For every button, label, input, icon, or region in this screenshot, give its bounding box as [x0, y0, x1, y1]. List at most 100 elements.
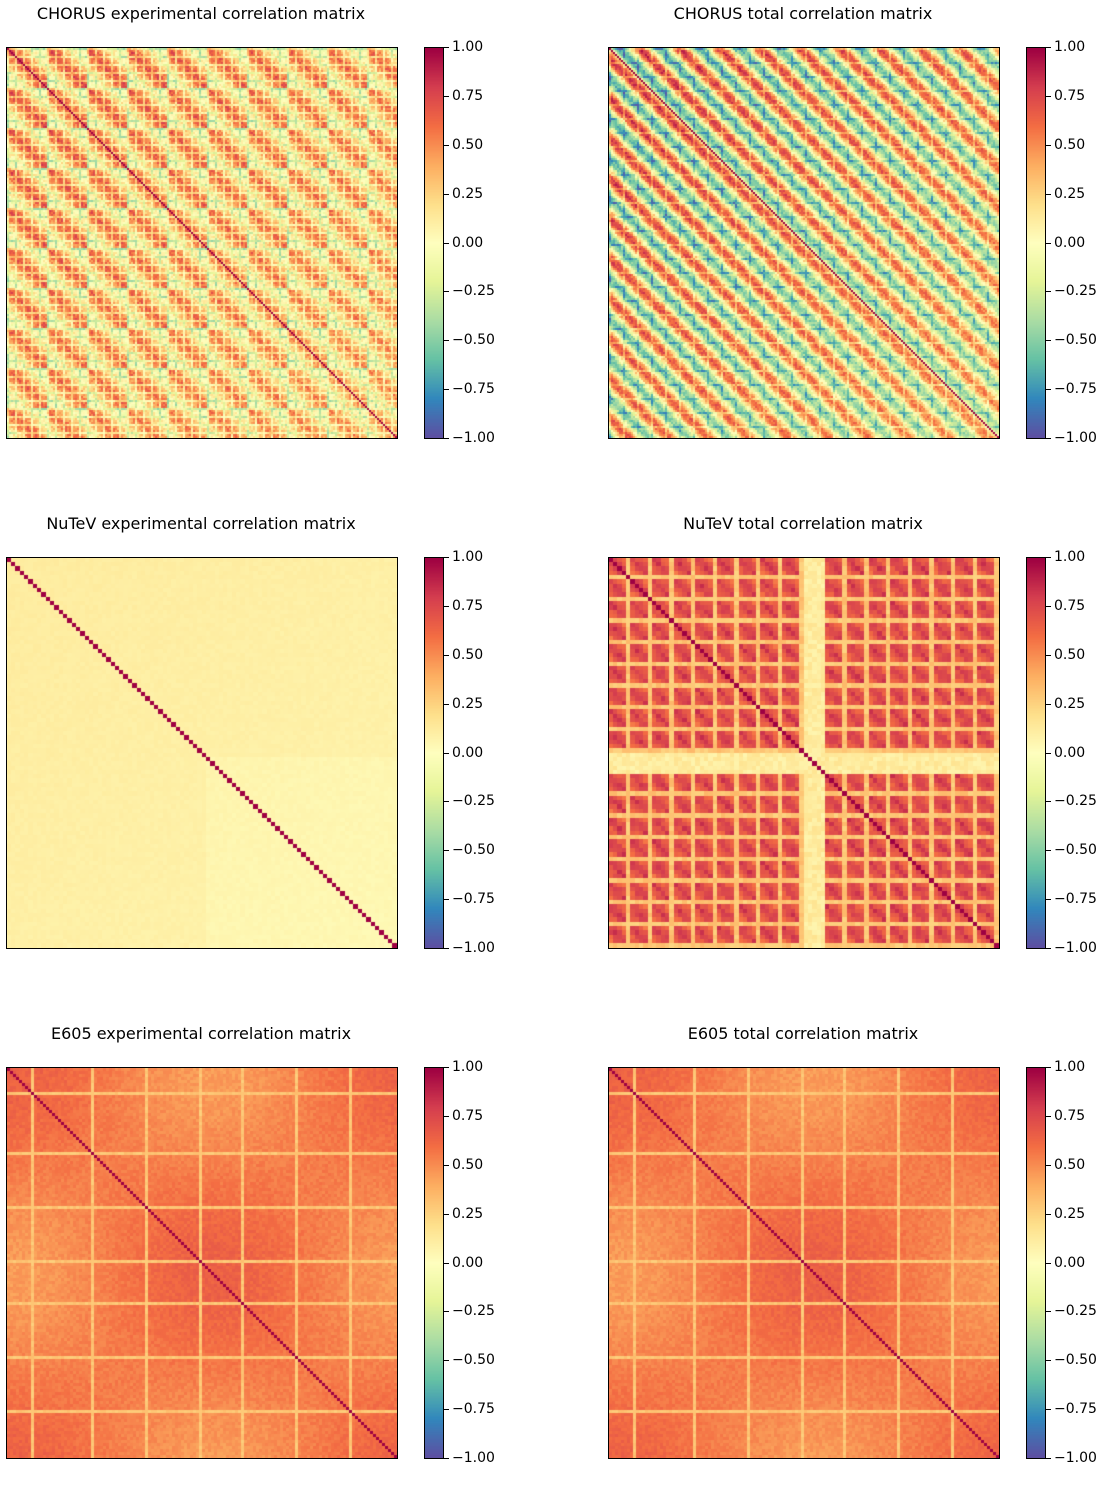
colorbar-tick [1046, 193, 1051, 195]
colorbar-tick [444, 95, 449, 97]
colorbar-tick [444, 850, 449, 852]
colorbar-tick-label: −0.75 [1054, 891, 1097, 908]
chart-title: CHORUS experimental correlation matrix [36, 4, 366, 23]
heatmap-chorus-experimental [7, 48, 397, 438]
colorbar-tick [444, 47, 449, 48]
colorbar-tick-label: −1.00 [1054, 1450, 1097, 1466]
colorbar-tick [444, 1458, 449, 1459]
heatmap-e605-total [609, 1068, 999, 1458]
colorbar-tick [444, 340, 449, 342]
colorbar-tick [1046, 801, 1051, 803]
colorbar-tick-label: 0.50 [452, 646, 484, 663]
colorbar-tick-label: −0.25 [1054, 1303, 1097, 1320]
colorbar-tick-label: 1.00 [1054, 39, 1086, 55]
heatmap-nutev-experimental [7, 558, 397, 948]
colorbar-tick [1046, 340, 1051, 342]
colorbar-tick-label: 0.75 [452, 1107, 484, 1124]
panel-chorus-experimental: CHORUS experimental correlation matrix 1… [0, 0, 556, 490]
colorbar-tick-label: 0.00 [1054, 234, 1086, 251]
colorbar-tick-label: −1.00 [452, 430, 495, 446]
colorbar-tick-label: −0.50 [452, 332, 495, 349]
colorbar-tick-label: 0.25 [1054, 185, 1086, 202]
chart-title: NuTeV total correlation matrix [683, 514, 923, 533]
colorbar-tick [1046, 1360, 1051, 1362]
colorbar-tick-label: 0.75 [452, 597, 484, 614]
colorbar-tick [444, 1360, 449, 1362]
colorbar-tick-label: 0.75 [1054, 597, 1086, 614]
colorbar-tick [1046, 703, 1051, 705]
colorbar-tick-label: 0.75 [1054, 1107, 1086, 1124]
chart-title: E605 total correlation matrix [687, 1024, 919, 1043]
colorbar-tick-label: 0.00 [452, 1254, 484, 1271]
colorbar-tick-label: 1.00 [452, 549, 484, 565]
panel-chorus-total: CHORUS total correlation matrix 1.00 0.75… [602, 0, 1112, 490]
colorbar-tick-label: 0.75 [452, 87, 484, 104]
heatmap-plot-area [608, 1067, 1000, 1459]
colorbar-tick-label: 0.25 [1054, 1205, 1086, 1222]
colorbar-tick-label: −1.00 [1054, 940, 1097, 956]
colorbar-tick [444, 291, 449, 293]
colorbar-tick-label: −1.00 [1054, 430, 1097, 446]
colorbar-tick [444, 948, 449, 949]
colorbar-tick [444, 703, 449, 705]
colorbar-tick [444, 1115, 449, 1117]
heatmap-plot-area [6, 1067, 398, 1459]
heatmap-plot-area [6, 47, 398, 439]
colorbar-tick [444, 1164, 449, 1166]
colorbar-tick [1046, 899, 1051, 901]
colorbar-tick-label: 0.25 [1054, 695, 1086, 712]
colorbar-tick-label: −0.75 [452, 1401, 495, 1418]
colorbar-tick [444, 193, 449, 195]
colorbar-tick [1046, 95, 1051, 97]
colorbar-tick-label: −0.75 [1054, 1401, 1097, 1418]
colorbar-tick-label: 0.50 [1054, 646, 1086, 663]
colorbar-tick-label: −0.50 [452, 842, 495, 859]
panel-e605-total: E605 total correlation matrix 1.00 0.75 0.… [602, 1020, 1112, 1510]
colorbar-tick-label: 0.50 [452, 1156, 484, 1173]
colorbar-tick [444, 752, 449, 754]
heatmap-nutev-total [609, 558, 999, 948]
heatmap-chorus-total [609, 48, 999, 438]
colorbar-gradient [424, 557, 444, 949]
heatmap-plot-area [608, 47, 1000, 439]
colorbar-tick-label: −0.75 [452, 381, 495, 398]
heatmap-e605-experimental [7, 1068, 397, 1458]
colorbar-tick-label: 1.00 [1054, 1059, 1086, 1075]
colorbar-tick [1046, 1458, 1051, 1459]
colorbar-tick [1046, 948, 1051, 949]
colorbar-tick [1046, 291, 1051, 293]
colorbar-tick-label: 0.00 [1054, 1254, 1086, 1271]
colorbar-tick-label: −1.00 [452, 940, 495, 956]
colorbar-tick-label: −1.00 [452, 1450, 495, 1466]
colorbar-gradient [424, 47, 444, 439]
colorbar-gradient [1026, 47, 1046, 439]
colorbar-gradient [424, 1067, 444, 1459]
colorbar-tick [1046, 654, 1051, 656]
colorbar-tick [1046, 1262, 1051, 1264]
colorbar-tick [444, 1213, 449, 1215]
colorbar-tick [444, 1311, 449, 1313]
colorbar-tick [444, 389, 449, 391]
colorbar-tick-label: −0.75 [1054, 381, 1097, 398]
colorbar-tick-label: 0.00 [452, 234, 484, 251]
colorbar-tick [444, 605, 449, 607]
colorbar-tick [1046, 242, 1051, 244]
colorbar-tick-label: −0.50 [1054, 332, 1097, 349]
panel-nutev-total: NuTeV total correlation matrix 1.00 0.75 0… [602, 510, 1112, 1000]
chart-title: NuTeV experimental correlation matrix [46, 514, 356, 533]
colorbar-tick-label: −0.25 [452, 1303, 495, 1320]
colorbar-tick-label: −0.25 [452, 793, 495, 810]
colorbar-tick [1046, 438, 1051, 439]
colorbar-tick [1046, 1067, 1051, 1068]
chart-title: CHORUS total correlation matrix [673, 4, 933, 23]
colorbar-tick [1046, 1115, 1051, 1117]
colorbar-tick-label: −0.75 [452, 891, 495, 908]
colorbar-tick [1046, 752, 1051, 754]
colorbar-tick-label: −0.25 [452, 283, 495, 300]
colorbar-tick-label: 0.50 [1054, 136, 1086, 153]
colorbar-gradient [1026, 1067, 1046, 1459]
colorbar-tick [1046, 1409, 1051, 1411]
colorbar-tick-label: −0.50 [1054, 1352, 1097, 1369]
heatmap-plot-area [608, 557, 1000, 949]
colorbar-tick-label: −0.25 [1054, 283, 1097, 300]
